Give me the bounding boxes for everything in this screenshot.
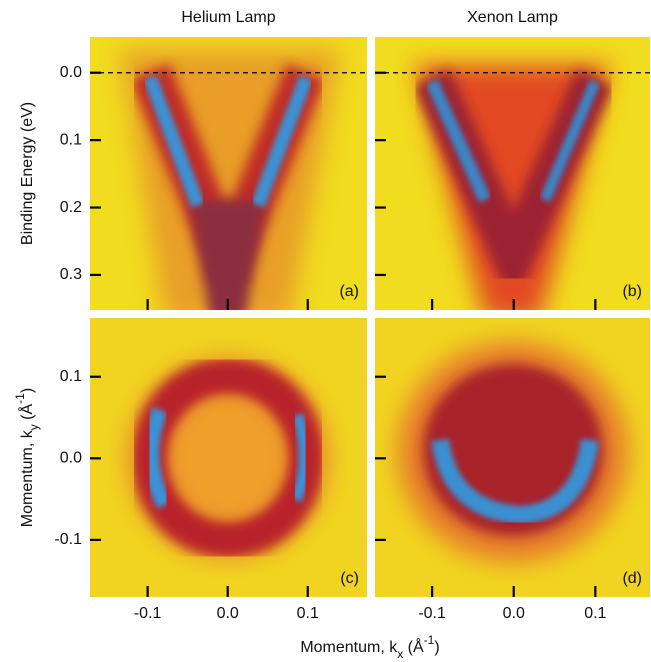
image-d <box>375 318 650 597</box>
panel-label: (d) <box>622 570 642 587</box>
x-tick-label: 0.0 <box>503 605 525 622</box>
y-axis-label-sup: -1 <box>13 393 27 404</box>
panel-label: (a) <box>339 283 359 300</box>
x-axis-label-unit: (Å <box>403 637 424 656</box>
y-tick-label: 0.1 <box>60 131 82 148</box>
y-tick-label: 0.2 <box>60 199 82 216</box>
y-axis-label: Momentum, ky (Å-1) <box>13 388 41 527</box>
y-axis-label: Binding Energy (eV) <box>19 102 36 245</box>
y-axis-label-sub: y <box>27 424 41 430</box>
y-axis-label-main: Binding Energy (eV) <box>19 102 36 245</box>
x-axis-label-sub: x <box>397 647 403 661</box>
y-axis-label-unit: (Å <box>17 403 36 424</box>
y-axis-label-close: ) <box>19 388 36 393</box>
image-c <box>90 318 367 597</box>
x-axis-label-main: Momentum, k <box>300 639 398 656</box>
y-tick-label: 0.0 <box>60 64 82 81</box>
x-tick-label: 0.1 <box>297 605 319 622</box>
panel-label: (c) <box>340 570 359 587</box>
x-tick-label: 0.0 <box>217 605 239 622</box>
x-axis-label-close: ) <box>434 639 439 656</box>
image-a <box>90 37 367 310</box>
x-axis-label-sup: -1 <box>424 633 435 647</box>
y-axis-label-main: Momentum, k <box>19 429 36 527</box>
image-b <box>375 37 650 310</box>
panel-title: Xenon Lamp <box>467 9 558 26</box>
panel-label: (b) <box>622 283 642 300</box>
y-tick-label: -0.1 <box>54 531 82 548</box>
x-tick-label: -0.1 <box>418 605 446 622</box>
x-tick-label: 0.1 <box>584 605 606 622</box>
x-tick-label: -0.1 <box>134 605 162 622</box>
x-axis-label: Momentum, kx (Å-1) <box>300 633 439 661</box>
y-tick-label: 0.0 <box>60 450 82 467</box>
y-tick-label: 0.1 <box>60 368 82 385</box>
panel-title: Helium Lamp <box>181 9 275 26</box>
y-tick-label: 0.3 <box>60 266 82 283</box>
